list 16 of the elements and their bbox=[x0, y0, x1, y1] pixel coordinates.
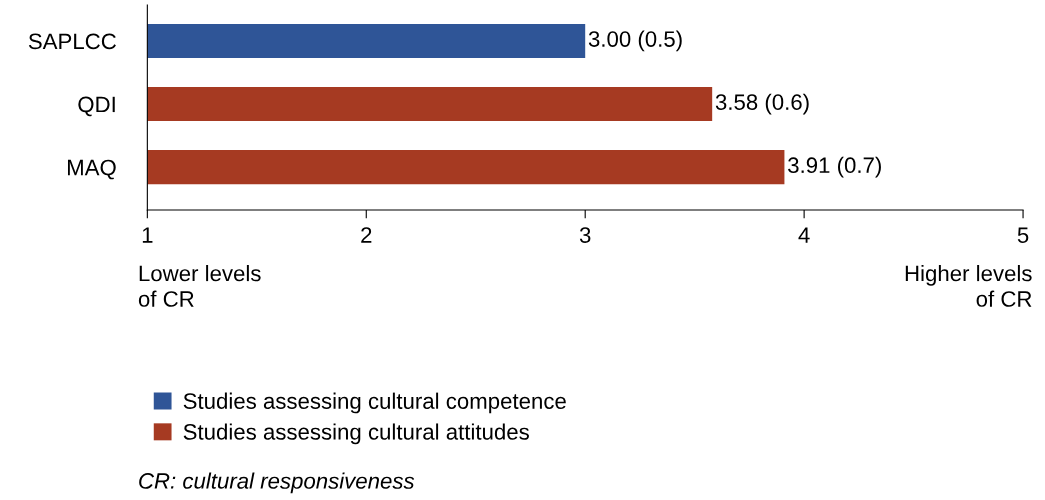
y-tick-label: MAQ bbox=[67, 159, 116, 180]
x-tick-label: 1 bbox=[142, 227, 153, 243]
text: CR: cultural responsiveness bbox=[139, 472, 415, 494]
data-label: 3.00 (0.5) bbox=[588, 30, 682, 52]
legend-label: Studies assessing cultural competence bbox=[183, 392, 566, 414]
data-label: 3.58 (0.6) bbox=[715, 93, 809, 115]
y-tick-label: QDI bbox=[78, 96, 115, 117]
y-tick-label: SAPLCC bbox=[28, 33, 116, 50]
x-tick-label: 2 bbox=[361, 227, 372, 243]
text: Higher levels of CR bbox=[905, 265, 1032, 307]
data-label: 3.91 (0.7) bbox=[788, 156, 881, 178]
x-tick-label: 4 bbox=[798, 227, 810, 243]
text: Lower levels of CR bbox=[138, 265, 261, 307]
x-tick-label: 5 bbox=[1017, 227, 1029, 243]
x-tick-label: 3 bbox=[579, 227, 591, 243]
legend-label: Studies assessing cultural attitudes bbox=[183, 423, 529, 445]
